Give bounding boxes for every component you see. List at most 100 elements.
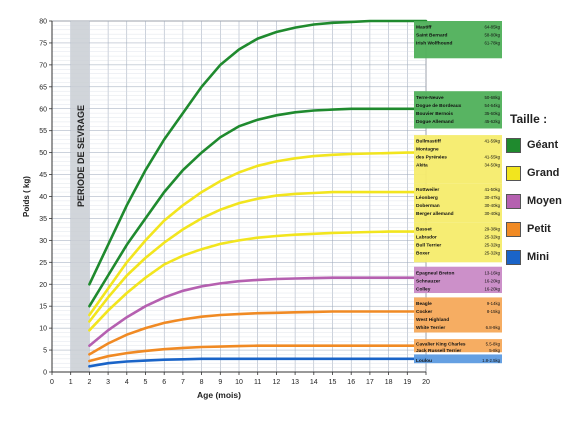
breed-weight: 58-80kg [484,33,500,38]
legend-label: Géant [527,139,559,151]
legend-label: Grand [527,167,560,179]
y-tick-label: 5 [43,348,47,355]
breed-weight: 13-16kg [484,270,500,275]
breed-weight: 30-40kg [484,203,500,208]
series-line-8 [88,357,428,368]
breed-box-bg [414,21,502,59]
legend-item-petit: Petit [506,221,578,237]
series-line-1 [88,107,428,308]
y-tick-label: 20 [39,282,47,289]
breed-name: Boxer [416,250,430,256]
breed-name: Dogue Allemand [416,119,454,125]
legend-label: Mini [527,251,549,263]
breed-label-box: Epagneul Breton 13-16kg Schnauzer 16-20kg Co… [414,266,502,294]
x-tick-label: 10 [235,379,243,386]
breed-weight: 29-38kg [484,226,500,231]
x-tick-label: 11 [254,379,261,386]
y-tick-label: 55 [39,128,47,135]
breed-label-box: Terre-Neuve 50-68kg Dogue de Bordeaux 54-64… [414,91,502,129]
breed-name: Bouvier Bernois [416,111,453,117]
breed-name: Bullmastiff [416,139,441,145]
x-tick-label: 16 [347,379,355,386]
breed-weight: 30-47kg [484,195,500,200]
legend-swatch [506,221,521,237]
breed-name: Terre-Neuve [416,95,444,101]
breed-weight: 35-60kg [484,111,500,116]
breed-weight: 25-32kg [484,250,500,255]
x-tick-label: 8 [200,379,204,386]
breed-name: Dogue de Bordeaux [416,103,462,109]
x-tick-label: 15 [329,379,337,386]
breed-weight: 5-8kg [489,348,500,353]
breed-label-box: Mastiff 64-85kg Saint Bernard 58-80kg Irish … [414,21,502,59]
breed-weight: 41-59kg [484,139,500,144]
breed-weight: 54-64kg [484,103,500,108]
x-tick-label: 4 [125,379,129,386]
legend-swatch [506,249,521,265]
breed-name: White Terrier [416,325,445,331]
legend: Taille : Géant Grand Moyen Petit Mini [506,112,578,277]
breed-weight: 16-20kg [484,278,500,283]
breed-box-bg [414,91,502,129]
x-tick-label: 13 [291,379,299,386]
breed-name: Cavalier King Charles [416,341,466,347]
breed-box-bg [414,339,502,353]
breed-weight: 34-50kg [484,163,500,168]
series-line-6 [88,310,428,356]
x-tick-label: 17 [366,379,374,386]
breed-name: Colley [416,286,431,292]
y-tick-label: 65 [39,84,47,91]
x-tick-label: 9 [218,379,222,386]
legend-swatch [506,137,521,153]
breed-name: Léonberg [416,195,438,201]
breed-name: Beagle [416,301,432,307]
breed-name: Montagne [416,147,439,153]
y-tick-label: 15 [39,304,47,311]
y-tick-label: 0 [43,370,47,377]
breed-box-bg [414,222,502,263]
x-tick-label: 19 [403,379,411,386]
breed-label-box: Loulou 1.8-2.5kg [414,354,502,364]
x-tick-label: 12 [273,379,281,386]
breed-box-bg [414,266,502,294]
series-line-4 [88,230,428,332]
y-tick-label: 30 [39,238,47,245]
x-tick-label: 1 [69,379,73,386]
x-tick-label: 2 [87,379,91,386]
breed-name: West Highland [416,317,449,323]
breed-label-box: Rottweiler 41-50kg Léonberg 30-47kg Doberman… [414,183,502,223]
breed-weight: 8-15kg [487,309,501,314]
x-tick-label: 7 [181,379,185,386]
y-tick-label: 50 [39,150,47,157]
x-tick-label: 0 [50,379,54,386]
y-tick-label: 35 [39,216,47,223]
breed-weight: 1.8-2.5kg [482,358,501,363]
x-tick-label: 3 [106,379,110,386]
breed-name: Schnauzer [416,278,440,284]
y-tick-label: 75 [39,40,47,47]
y-tick-label: 45 [39,172,47,179]
weaning-band [70,21,90,372]
breed-box-bg [414,135,502,184]
breed-name: Epagneul Breton [416,270,454,276]
breed-label-box: Beagle 9-14kg Cocker 8-15kg West Highland Whi… [414,297,502,333]
breed-weight: 5.5-8kg [486,341,501,346]
y-tick-label: 40 [39,194,47,201]
breed-name: des Pyrénées [416,155,447,161]
series-line-2 [88,151,428,317]
series-line-7 [88,344,428,363]
legend-title: Taille : [510,112,548,126]
breed-label-box: Bullmastiff 41-59kg Montagne des Pyrénées 41… [414,135,502,184]
breed-weight: 45-62kg [484,119,500,124]
breed-weight: 6.8-9kg [486,325,501,330]
breed-label-box: Cavalier King Charles 5.5-8kg Jack Russell… [414,339,502,354]
legend-item-grand: Grand [506,165,578,181]
breed-box-bg [414,297,502,333]
breed-name: Loulou [416,358,432,364]
y-tick-label: 60 [39,106,47,113]
breed-name: Mastiff [416,25,432,31]
breed-name: Rottweiler [416,187,439,193]
breed-name: Akita [416,163,428,169]
